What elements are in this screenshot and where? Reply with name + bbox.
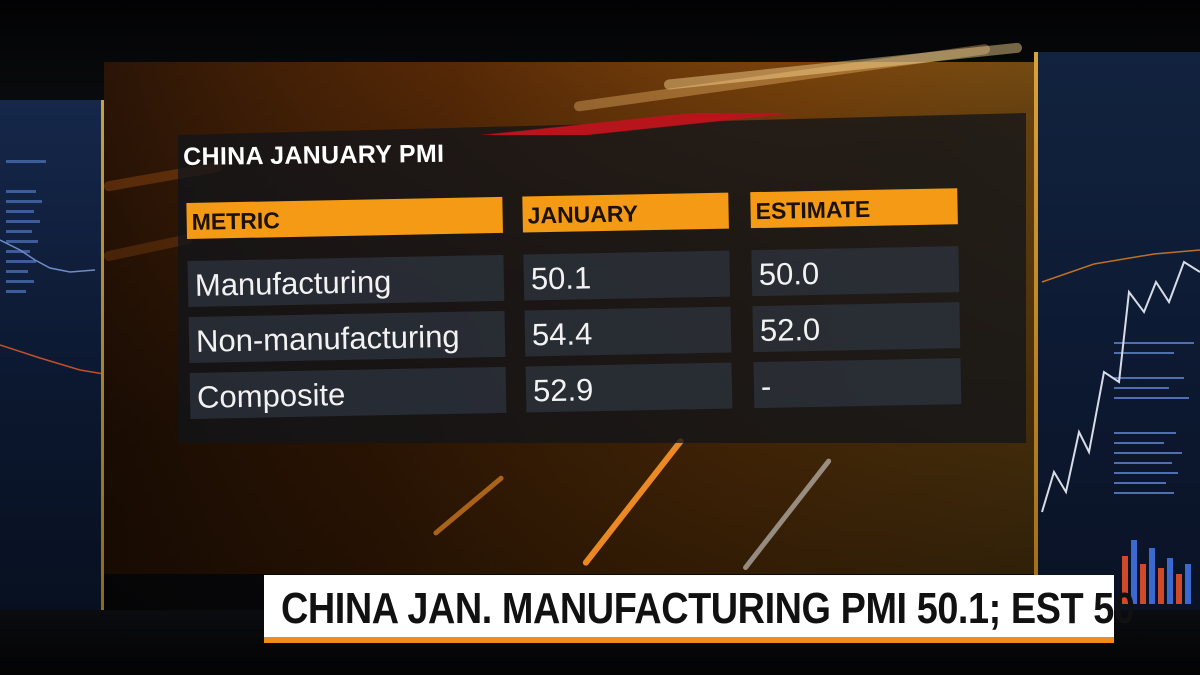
table-cell-january: 50.1 [523, 250, 731, 301]
light-streak [432, 474, 505, 537]
ticker-headline: CHINA JAN. MANUFACTURING PMI 50.1; EST 5… [281, 584, 1135, 633]
monitor-data-line [1114, 492, 1174, 494]
right-side-monitor [1034, 52, 1200, 622]
monitor-data-line [6, 190, 36, 193]
monitor-bar [1185, 564, 1191, 604]
monitor-chart-line [1041, 249, 1200, 513]
monitor-data-line [6, 160, 46, 163]
table-cell-metric: Composite [189, 366, 507, 419]
table-cell-metric: Manufacturing [187, 254, 505, 307]
monitor-bar [1122, 556, 1128, 604]
monitor-frame-edge [101, 100, 104, 615]
ticker-background [264, 575, 1114, 643]
monitor-bar [1167, 558, 1173, 604]
monitor-data-line [6, 220, 40, 223]
monitor-data-line [6, 270, 28, 273]
monitor-bar [1131, 540, 1137, 604]
monitor-data-line [1114, 397, 1189, 399]
pmi-table: METRIC JANUARY ESTIMATE Manufacturing 50… [186, 170, 965, 425]
monitor-data-line [1114, 352, 1174, 354]
monitor-bar [1140, 564, 1146, 604]
monitor-data-line [6, 230, 32, 233]
monitor-data-line [1114, 432, 1176, 434]
column-header-estimate: ESTIMATE [750, 188, 958, 229]
monitor-data-line [6, 260, 36, 263]
panel-accent-line [178, 113, 1026, 135]
light-streak [581, 437, 685, 567]
table-cell-january: 52.9 [525, 362, 733, 413]
table-cell-estimate: 52.0 [752, 302, 961, 353]
monitor-bar [1176, 574, 1182, 604]
column-header-metric: METRIC [186, 196, 503, 239]
monitor-data-line [6, 250, 30, 253]
table-cell-estimate: 50.0 [751, 246, 960, 297]
monitor-data-line [1114, 377, 1184, 379]
monitor-data-line [6, 290, 26, 293]
monitor-data-line [6, 280, 34, 283]
monitor-data-line [1114, 462, 1172, 464]
monitor-data-line [1114, 472, 1178, 474]
monitor-bar [1149, 548, 1155, 604]
monitor-data-line [6, 210, 34, 213]
monitor-bar [1158, 568, 1164, 604]
monitor-data-line [1114, 482, 1166, 484]
table-cell-estimate: - [753, 358, 962, 409]
column-header-january: JANUARY [522, 192, 729, 233]
monitor-data-line [6, 240, 38, 243]
monitor-chart-line [0, 239, 104, 375]
monitor-data-line [1114, 387, 1169, 389]
left-side-monitor [0, 100, 104, 615]
monitor-data-line [1114, 442, 1164, 444]
monitor-data-line [1114, 342, 1194, 344]
table-cell-january: 54.4 [524, 306, 732, 357]
monitor-data-line [6, 200, 42, 203]
monitor-data-line [1114, 452, 1182, 454]
headline-ticker: CHINA JAN. MANUFACTURING PMI 50.1; EST 5… [264, 575, 1135, 643]
panel-title: CHINA JANUARY PMI [183, 139, 445, 171]
light-streak [742, 457, 833, 572]
ticker-accent-stripe [264, 637, 1114, 643]
monitor-frame-edge [1034, 52, 1038, 622]
table-cell-metric: Non-manufacturing [188, 310, 506, 363]
